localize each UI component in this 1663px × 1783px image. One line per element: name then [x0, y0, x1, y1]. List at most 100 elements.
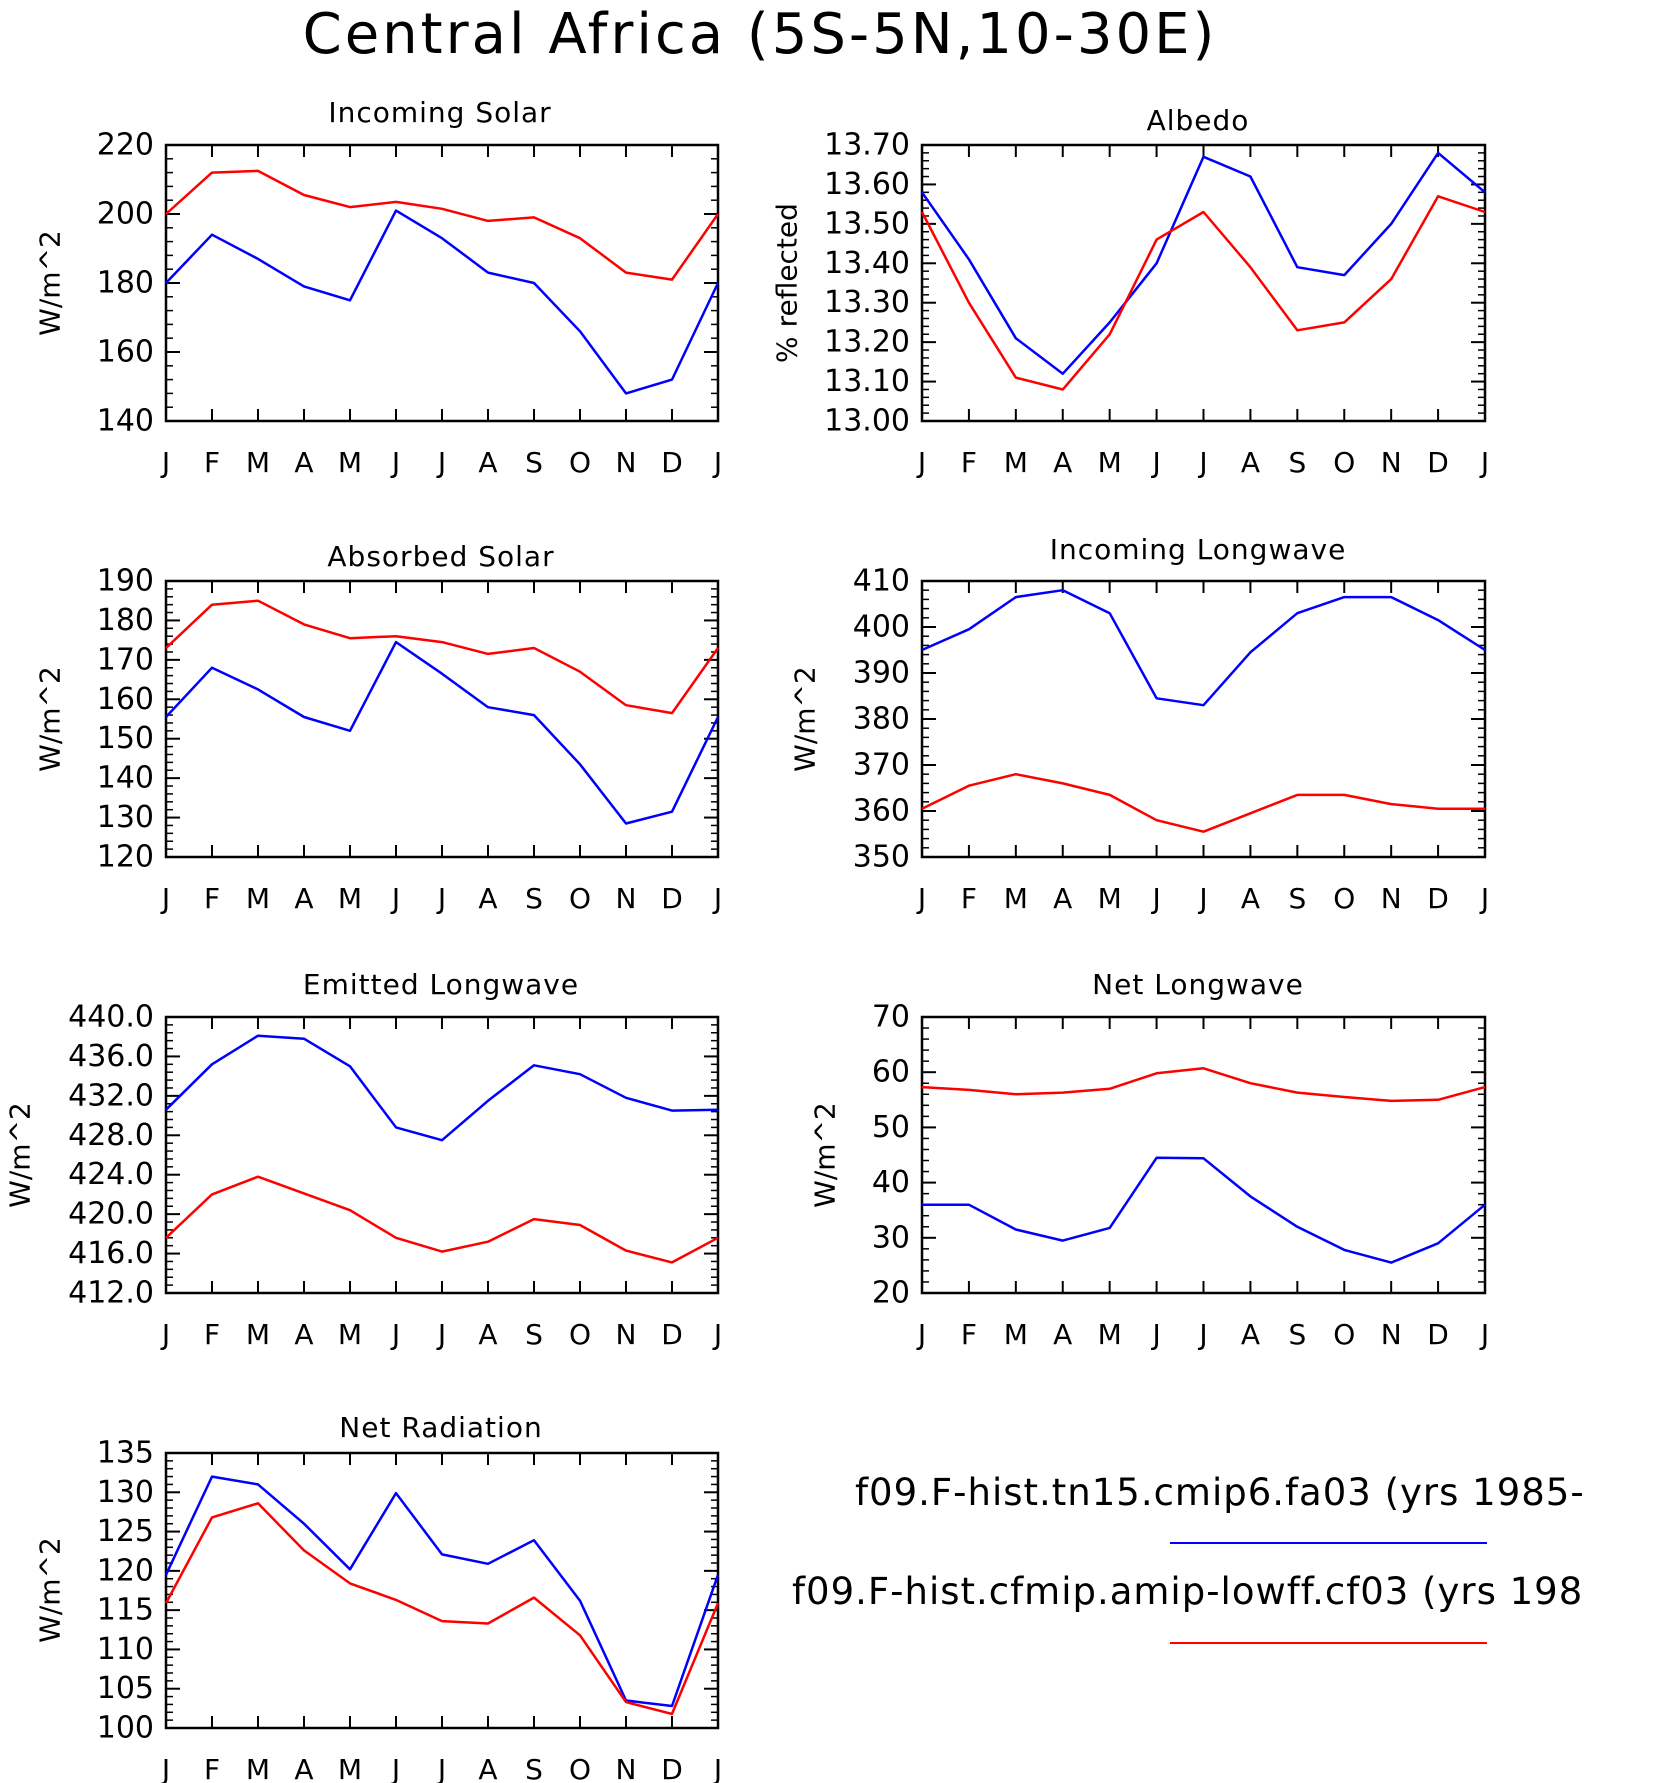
x-tick-label: F: [961, 446, 977, 479]
x-tick-label: O: [569, 446, 591, 479]
x-tick-label: D: [661, 882, 683, 915]
plot-frame-albedo: [920, 143, 1487, 423]
legend: f09.F-hist.tn15.cmip6.fa03 (yrs 1985- f0…: [792, 1471, 1584, 1644]
x-tick-label: D: [1427, 1318, 1449, 1351]
y-tick-label: 30: [872, 1220, 910, 1255]
x-tick-label: M: [1004, 446, 1028, 479]
x-tick-label: D: [1427, 882, 1449, 915]
x-tick-label: J: [1197, 446, 1207, 479]
x-tick-label: J: [712, 1318, 722, 1351]
x-tick-label: O: [569, 1318, 591, 1351]
y-tick-label: 180: [97, 603, 154, 638]
x-tick-label: J: [1150, 1318, 1160, 1351]
y-tick-label: 13.30: [824, 285, 910, 320]
x-tick-label: M: [246, 882, 270, 915]
x-tick-label: M: [1004, 1318, 1028, 1351]
series-line-1-net-longwave: [922, 1156, 1486, 1264]
series-line-1-incoming-longwave: [921, 588, 1486, 707]
x-tick-label: A: [294, 882, 313, 915]
x-tick-label: J: [436, 882, 446, 915]
series-line-2-net-longwave: [921, 1067, 1486, 1103]
x-tick-label: N: [616, 1753, 637, 1783]
series-line-2-net-radiation: [164, 1502, 720, 1716]
series-line-1-albedo: [920, 151, 1486, 375]
y-tick-label: 140: [97, 404, 154, 439]
x-tick-label: J: [1150, 446, 1160, 479]
y-tick-label: 410: [853, 564, 910, 599]
series-line-2-emitted-longwave: [165, 1175, 719, 1264]
x-tick-label: J: [436, 1318, 446, 1351]
x-tick-label: N: [1381, 446, 1402, 479]
x-tick-label: J: [1479, 1318, 1489, 1351]
x-tick-label: D: [661, 446, 683, 479]
x-tick-label: A: [478, 1318, 497, 1351]
x-tick-label: O: [1333, 446, 1355, 479]
x-tick-label: M: [246, 1318, 270, 1351]
panel-title-incoming-solar: Incoming Solar: [328, 96, 551, 129]
x-tick-label: J: [390, 1753, 400, 1783]
x-tick-label: D: [1427, 446, 1449, 479]
y-axis-label-absorbed-solar: W/m^2: [34, 666, 67, 772]
x-tick-label: A: [1241, 1318, 1260, 1351]
x-tick-label: M: [338, 1318, 362, 1351]
series-line-1-net-radiation: [164, 1475, 720, 1708]
y-tick-label: 125: [97, 1514, 154, 1549]
y-tick-label: 13.40: [824, 246, 910, 281]
x-tick-label: D: [661, 1318, 683, 1351]
y-tick-label: 380: [853, 702, 910, 737]
y-tick-label: 400: [853, 610, 910, 645]
x-tick-label: A: [478, 446, 497, 479]
x-tick-label: S: [525, 446, 543, 479]
y-tick-label: 412.0: [68, 1276, 154, 1311]
x-tick-label: J: [160, 1753, 170, 1783]
y-tick-label: 180: [97, 266, 154, 301]
y-tick-label: 390: [853, 656, 910, 691]
x-tick-label: J: [712, 882, 722, 915]
y-tick-label: 120: [97, 840, 154, 875]
panel-title-absorbed-solar: Absorbed Solar: [327, 540, 554, 573]
y-tick-label: 115: [97, 1593, 154, 1628]
y-tick-label: 370: [853, 748, 910, 783]
x-tick-label: S: [1288, 446, 1306, 479]
x-tick-label: D: [661, 1753, 683, 1783]
y-tick-label: 424.0: [68, 1157, 154, 1192]
x-tick-label: M: [1098, 1318, 1122, 1351]
series-line-1-emitted-longwave: [165, 1034, 719, 1142]
x-tick-label: M: [246, 446, 270, 479]
x-tick-label: J: [916, 1318, 926, 1351]
y-tick-label: 40: [872, 1165, 910, 1200]
series-line-2-incoming-solar: [165, 169, 720, 281]
x-tick-label: O: [569, 1753, 591, 1783]
y-tick-label: 13.50: [824, 206, 910, 241]
y-tick-label: 60: [872, 1055, 910, 1090]
x-tick-label: A: [294, 1318, 313, 1351]
y-axis-label-incoming-solar: W/m^2: [34, 230, 67, 336]
x-tick-label: M: [338, 446, 362, 479]
x-tick-label: A: [478, 882, 497, 915]
y-tick-label: 150: [97, 721, 154, 756]
x-tick-label: O: [1333, 1318, 1355, 1351]
y-tick-label: 420.0: [68, 1197, 154, 1232]
x-tick-label: A: [1053, 1318, 1072, 1351]
x-tick-label: J: [436, 446, 446, 479]
plot-frame-incoming-longwave: [920, 579, 1487, 859]
x-tick-label: J: [712, 446, 722, 479]
y-tick-label: 13.00: [824, 404, 910, 439]
y-tick-label: 130: [97, 800, 154, 835]
y-tick-label: 200: [97, 197, 154, 232]
y-tick-label: 130: [97, 1475, 154, 1510]
plot-frame-absorbed-solar: [164, 579, 720, 859]
y-tick-label: 428.0: [68, 1118, 154, 1153]
series-line-1-absorbed-solar: [165, 640, 720, 825]
x-tick-label: N: [1381, 1318, 1402, 1351]
x-tick-label: M: [338, 882, 362, 915]
x-tick-label: A: [294, 1753, 313, 1783]
x-tick-label: M: [246, 1753, 270, 1783]
y-tick-label: 350: [853, 840, 910, 875]
